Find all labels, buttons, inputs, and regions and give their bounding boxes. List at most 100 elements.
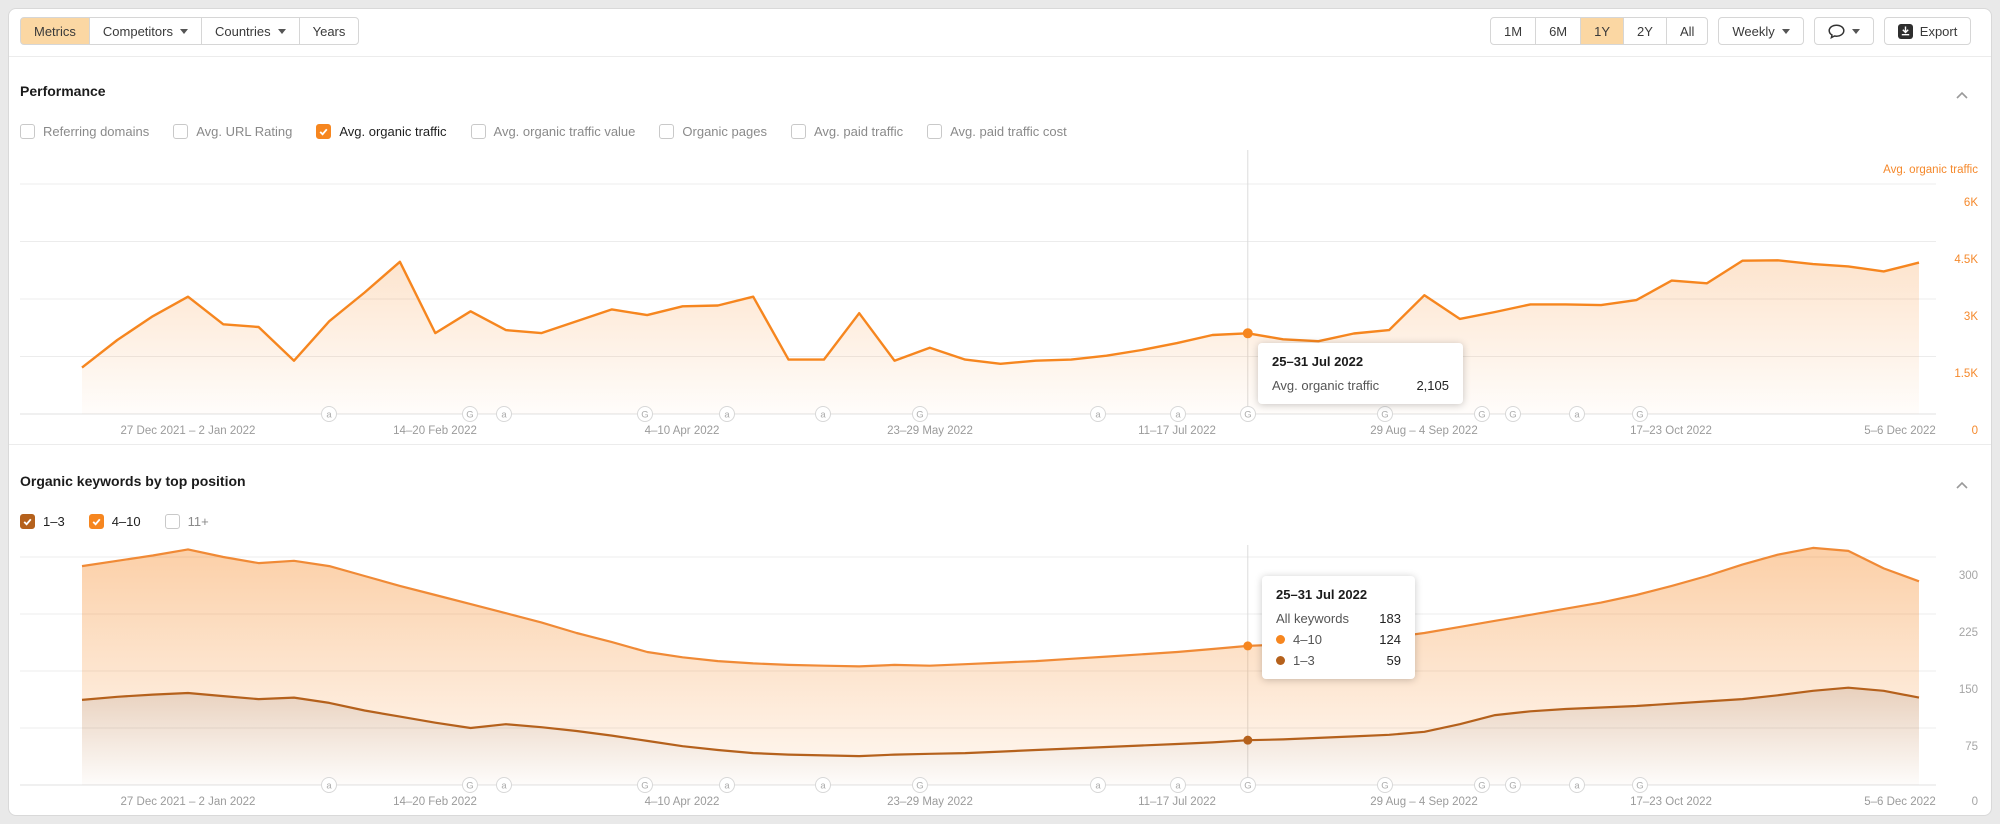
checkbox-unchecked-icon: [659, 124, 675, 139]
tooltip-date: 25–31 Jul 2022: [1276, 587, 1368, 602]
checkbox-unchecked-icon: [790, 124, 806, 139]
metric-checkbox-avg-paid-traffic[interactable]: Avg. paid traffic: [790, 124, 904, 139]
keywords-section-title: Organic keywords by top position: [20, 473, 246, 489]
event-marker-G[interactable]: G: [637, 406, 653, 422]
collapse-keywords-button[interactable]: [1955, 477, 1969, 489]
y-axis-tick-label: 4.5K: [1954, 254, 1978, 266]
metric-checkbox-avg-url-rating[interactable]: Avg. URL Rating: [173, 124, 292, 139]
event-marker-G[interactable]: G: [1632, 406, 1648, 422]
event-marker-G[interactable]: G: [1240, 777, 1256, 793]
event-marker-G[interactable]: G: [1377, 406, 1393, 422]
event-marker-G[interactable]: G: [912, 406, 928, 422]
event-marker-G[interactable]: G: [1240, 406, 1256, 422]
x-axis-tick-label: 14–20 Feb 2022: [393, 425, 477, 437]
event-marker-a[interactable]: a: [1170, 406, 1186, 422]
svg-text:a: a: [724, 410, 730, 421]
button-label: 6M: [1549, 23, 1568, 39]
event-marker-a[interactable]: a: [815, 777, 831, 793]
metric-checkbox-avg-organic-traffic[interactable]: Avg. organic traffic: [316, 124, 447, 139]
checkbox-unchecked-icon: [20, 124, 35, 139]
event-marker-G[interactable]: G: [1377, 777, 1393, 793]
chevron-down-icon: [277, 28, 286, 34]
event-marker-G[interactable]: G: [462, 777, 478, 793]
checkbox-checked-icon: [88, 514, 104, 529]
event-marker-a[interactable]: a: [321, 406, 337, 422]
event-marker-G[interactable]: G: [1474, 777, 1490, 793]
checkbox-label: 4–10: [111, 514, 141, 529]
export-label: Export: [1919, 23, 1958, 39]
filter-checkbox-1-3[interactable]: 1–3: [20, 514, 65, 529]
event-marker-a[interactable]: a: [719, 406, 735, 422]
svg-text:G: G: [1636, 410, 1643, 421]
chevron-down-icon: [1781, 28, 1790, 34]
performance-chart[interactable]: [20, 150, 1936, 415]
range-1y[interactable]: 1Y: [1580, 17, 1625, 45]
event-marker-a[interactable]: a: [815, 406, 831, 422]
event-marker-G[interactable]: G: [1474, 406, 1490, 422]
range-2y[interactable]: 2Y: [1623, 17, 1667, 45]
highlight-dot: [1242, 328, 1253, 339]
checkbox-label: Referring domains: [43, 124, 150, 139]
metric-checkbox-avg-paid-traffic-cost[interactable]: Avg. paid traffic cost: [927, 124, 1067, 139]
event-marker-a[interactable]: a: [1569, 406, 1585, 422]
checkbox-label: Avg. URL Rating: [196, 124, 293, 139]
event-marker-a[interactable]: a: [1090, 406, 1106, 422]
filter-checkbox-4-10[interactable]: 4–10: [88, 514, 141, 529]
svg-text:G: G: [916, 410, 923, 421]
x-axis-tick-label: 23–29 May 2022: [887, 425, 973, 437]
checkbox-unchecked-icon: [173, 124, 189, 139]
event-marker-G[interactable]: G: [462, 406, 478, 422]
tooltip-row: 4–10 124: [1276, 632, 1401, 647]
event-marker-a[interactable]: a: [1090, 777, 1106, 793]
keywords-1-3-area: [82, 687, 1919, 785]
range-6m[interactable]: 6M: [1535, 17, 1582, 45]
button-label: All: [1679, 23, 1695, 39]
comments-button[interactable]: [1813, 17, 1874, 45]
event-marker-G[interactable]: G: [1505, 777, 1521, 793]
button-label: Years: [312, 23, 346, 39]
tooltip-metric-label: Avg. organic traffic: [1272, 378, 1380, 393]
checkbox-unchecked-icon: [927, 124, 943, 139]
highlight-dot-all: [1243, 641, 1253, 651]
svg-text:G: G: [1509, 410, 1516, 421]
event-marker-a[interactable]: a: [496, 406, 512, 422]
svg-text:G: G: [1244, 781, 1251, 792]
tab-countries[interactable]: Countries: [200, 17, 300, 45]
x-axis-tick-label: 5–6 Dec 2022: [1864, 796, 1936, 808]
collapse-performance-button[interactable]: [1955, 87, 1969, 99]
filter-checkbox-11+[interactable]: 11+: [164, 514, 209, 529]
event-marker-G[interactable]: G: [637, 777, 653, 793]
export-button[interactable]: Export: [1883, 17, 1972, 45]
highlight-dot-1-3: [1243, 735, 1253, 745]
all-keywords-line: [81, 546, 1920, 668]
button-label: 1M: [1504, 23, 1523, 39]
tab-years[interactable]: Years: [298, 17, 360, 45]
range-all[interactable]: All: [1665, 17, 1709, 45]
checkbox-label: 1–3: [43, 514, 65, 529]
tab-metrics[interactable]: Metrics: [20, 17, 90, 45]
x-axis-tick-label: 29 Aug – 4 Sep 2022: [1370, 425, 1478, 437]
checkbox-label: Avg. paid traffic: [813, 124, 904, 139]
event-marker-a[interactable]: a: [719, 777, 735, 793]
checkbox-checked-icon: [316, 124, 332, 139]
svg-text:G: G: [641, 781, 648, 792]
range-1m[interactable]: 1M: [1490, 17, 1537, 45]
svg-text:G: G: [1509, 781, 1516, 792]
checkbox-label: 11+: [187, 514, 209, 529]
granularity-button[interactable]: Weekly: [1718, 17, 1804, 45]
event-marker-a[interactable]: a: [321, 777, 337, 793]
svg-text:a: a: [501, 781, 507, 792]
event-marker-a[interactable]: a: [1170, 777, 1186, 793]
event-marker-G[interactable]: G: [1505, 406, 1521, 422]
event-marker-G[interactable]: G: [1632, 777, 1648, 793]
event-marker-a[interactable]: a: [1569, 777, 1585, 793]
tab-competitors[interactable]: Competitors: [88, 17, 202, 45]
x-axis-tick-label: 23–29 May 2022: [887, 796, 973, 808]
event-marker-a[interactable]: a: [496, 777, 512, 793]
metric-checkbox-referring-domains[interactable]: Referring domains: [20, 124, 149, 139]
keywords-chart[interactable]: [20, 545, 1936, 786]
event-marker-G[interactable]: G: [912, 777, 928, 793]
svg-text:G: G: [1478, 410, 1485, 421]
metric-checkbox-avg-organic-traffic-value[interactable]: Avg. organic traffic value: [470, 124, 635, 139]
metric-checkbox-organic-pages[interactable]: Organic pages: [659, 124, 767, 139]
